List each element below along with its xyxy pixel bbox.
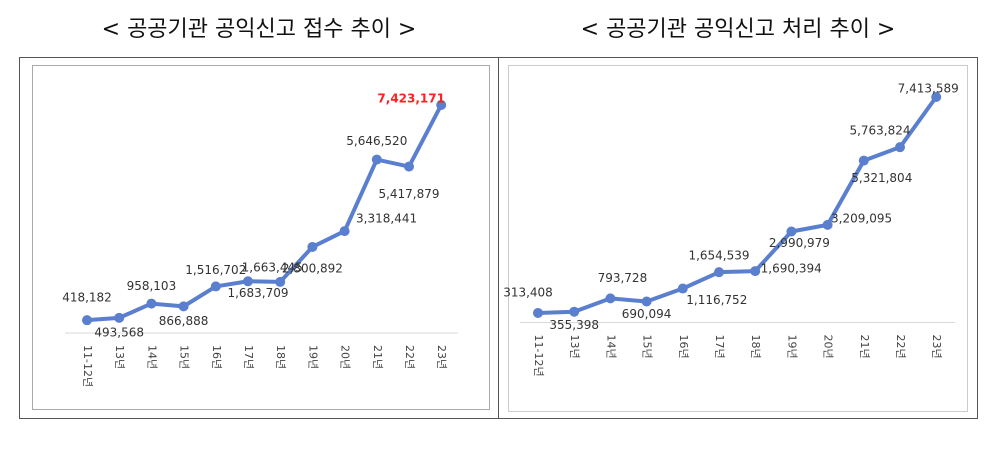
plot-border (508, 65, 968, 412)
x-tick-label: 23년 (435, 345, 448, 369)
point (677, 283, 688, 294)
chart-title: < 공공기관 공익신고 접수 추이 > (102, 17, 417, 42)
x-tick-label: 14년 (145, 345, 158, 369)
value-label: 1,516,702 (185, 263, 246, 277)
point (339, 226, 350, 237)
chart-title: < 공공기관 공익신고 처리 추이 > (581, 17, 896, 42)
point (114, 312, 125, 323)
x-tick-label: 22년 (894, 335, 907, 359)
point (605, 293, 616, 304)
point (243, 276, 253, 287)
value-label: 355,398 (549, 318, 599, 332)
value-label: 793,728 (598, 271, 648, 285)
point (436, 100, 447, 110)
x-tick-label: 17년 (242, 345, 255, 369)
value-label: 1,683,709 (227, 286, 288, 300)
value-label: 5,417,879 (378, 187, 439, 201)
x-tick-label: 13년 (568, 335, 581, 359)
x-tick-label: 14년 (604, 335, 617, 359)
plot-border (32, 65, 490, 410)
value-label: 3,318,441 (356, 212, 417, 226)
value-label: 1,116,752 (686, 293, 747, 307)
x-tick-label: 18년 (274, 345, 287, 369)
line (86, 104, 443, 323)
value-label: 5,646,520 (346, 134, 407, 148)
x-tick-label: 17년 (713, 335, 726, 359)
x-tick-label: 18년 (749, 335, 762, 359)
value-label: 2,990,979 (769, 236, 830, 250)
point (641, 296, 652, 307)
x-tick-label: 13년 (113, 345, 126, 369)
point (786, 226, 797, 237)
x-tick-label: 20년 (339, 345, 352, 369)
point (210, 281, 221, 292)
point (858, 155, 869, 166)
value-label: 5,321,804 (851, 171, 912, 185)
x-tick-label: 15년 (178, 345, 191, 369)
frame (498, 57, 978, 419)
value-label: 418,182 (62, 291, 112, 305)
x-tick-label: 16년 (210, 345, 223, 369)
point (146, 298, 157, 309)
value-label: 7,423,171 (377, 92, 445, 106)
x-tick-label: 15년 (641, 335, 654, 359)
point (307, 241, 318, 252)
x-tick-label: 16년 (677, 335, 690, 359)
point (533, 307, 543, 318)
point (404, 161, 414, 172)
x-tick-label: 22년 (403, 345, 416, 369)
value-label: 690,094 (622, 307, 672, 321)
value-label: 3,209,095 (831, 211, 892, 225)
value-label: 7,413,589 (898, 82, 959, 96)
value-label: 1,690,394 (761, 262, 822, 276)
x-tick-label: 11-12년 (532, 335, 545, 377)
point (569, 306, 580, 317)
value-label: 1,654,539 (688, 249, 749, 263)
point (895, 142, 905, 153)
point (931, 92, 942, 102)
point (82, 315, 92, 326)
value-label: 866,888 (159, 314, 209, 328)
x-tick-label: 23년 (930, 335, 943, 359)
value-label: 958,103 (127, 279, 177, 293)
x-tick-label: 19년 (306, 345, 319, 369)
point (750, 266, 761, 277)
x-tick-label: 11-12년 (81, 345, 94, 387)
value-label: 5,763,824 (849, 124, 910, 138)
x-tick-label: 21년 (858, 335, 871, 359)
value-label: 313,408 (503, 285, 553, 299)
line (537, 95, 938, 315)
x-tick-label: 20년 (822, 335, 835, 359)
x-tick-label: 19년 (785, 335, 798, 359)
value-label: 2,800,892 (282, 261, 343, 275)
point (822, 219, 833, 230)
point (275, 276, 286, 287)
value-label: 1,663,445 (242, 260, 303, 274)
value-label: 493,568 (94, 325, 144, 339)
point (178, 301, 189, 312)
point (371, 154, 382, 165)
point (714, 267, 724, 278)
x-tick-label: 21년 (371, 345, 384, 369)
